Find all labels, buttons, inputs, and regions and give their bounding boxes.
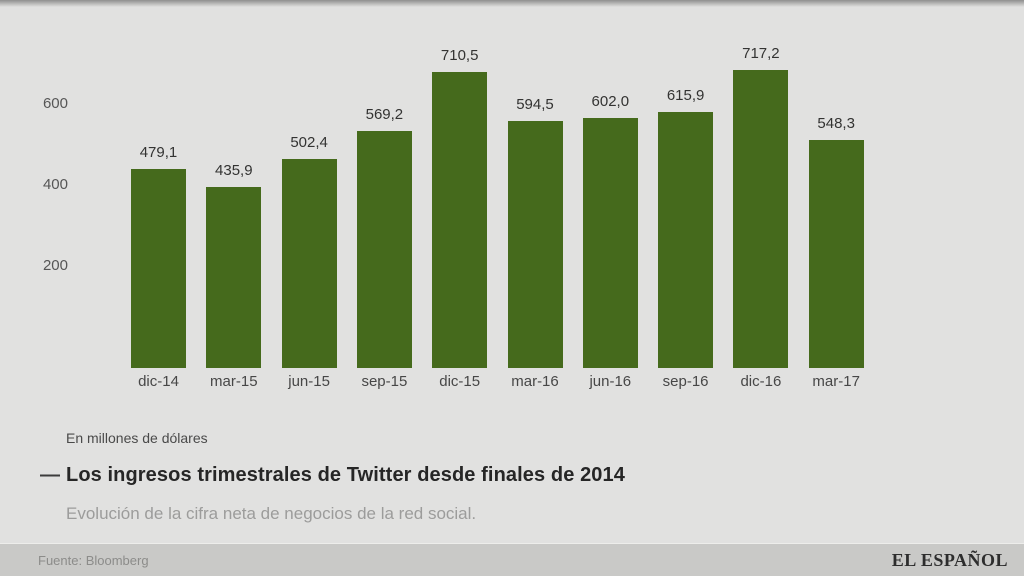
bar-value-label: 615,9 xyxy=(666,86,705,104)
bar-sep-15 xyxy=(356,131,412,368)
bar-mar-15 xyxy=(206,186,262,368)
y-axis-tick-label: 200 xyxy=(42,257,68,274)
y-axis-tick-label: 400 xyxy=(42,176,68,193)
bar-value-label: 548,3 xyxy=(817,114,855,132)
bar-value-label: 502,4 xyxy=(290,134,328,151)
x-axis-tick-label: jun-15 xyxy=(288,373,330,390)
chart-title-row: — Los ingresos trimestrales de Twitter d… xyxy=(40,464,625,487)
x-axis-tick-label: sep-16 xyxy=(662,373,709,390)
bar-value-label: 569,2 xyxy=(365,106,404,124)
bar-dic-15 xyxy=(432,72,488,368)
x-axis-tick-label: jun-16 xyxy=(589,373,632,390)
bar-value-label: 717,2 xyxy=(742,44,780,62)
bar-dic-14 xyxy=(131,168,186,368)
x-axis-tick-label: mar-15 xyxy=(210,373,258,390)
bar-jun-15 xyxy=(281,159,337,368)
bar-value-label: 594,5 xyxy=(516,95,554,113)
y-axis-tick-label: 600 xyxy=(42,95,68,112)
x-axis-tick-label: sep-15 xyxy=(361,373,408,390)
x-axis-tick-label: mar-17 xyxy=(812,373,860,390)
chart-subtitle: Evolución de la cifra neta de negocios d… xyxy=(66,504,477,523)
bar-value-label: 479,1 xyxy=(139,143,178,161)
x-axis-tick-label: mar-16 xyxy=(511,373,559,390)
x-axis-tick-label: dic-14 xyxy=(138,373,179,390)
x-axis-tick-label: dic-16 xyxy=(740,373,782,390)
brand-logo: EL ESPAÑOL xyxy=(891,549,1008,570)
chart-title: Los ingresos trimestrales de Twitter des… xyxy=(66,464,625,486)
unit-note: En millones de dólares xyxy=(66,430,208,446)
bar-value-label: 602,0 xyxy=(591,92,630,110)
bar-mar-17 xyxy=(808,139,864,368)
bar-value-label: 435,9 xyxy=(215,161,253,179)
x-axis-tick-label: dic-15 xyxy=(439,373,481,390)
top-shadow xyxy=(0,0,1024,7)
title-dash: — xyxy=(40,464,60,486)
bar-sep-16 xyxy=(658,111,714,368)
footer-bar: Fuente: Bloomberg EL ESPAÑOL xyxy=(0,543,1024,576)
bar-dic-16 xyxy=(733,69,789,368)
bar-mar-16 xyxy=(507,120,563,368)
plot-area: 200 400 600 479,1 dic-14 435,9 mar-15 502,4 jun-… xyxy=(42,44,864,390)
source-credit: Fuente: Bloomberg xyxy=(38,552,149,568)
bar-value-label: 710,5 xyxy=(440,47,479,65)
bar-jun-16 xyxy=(582,117,638,368)
